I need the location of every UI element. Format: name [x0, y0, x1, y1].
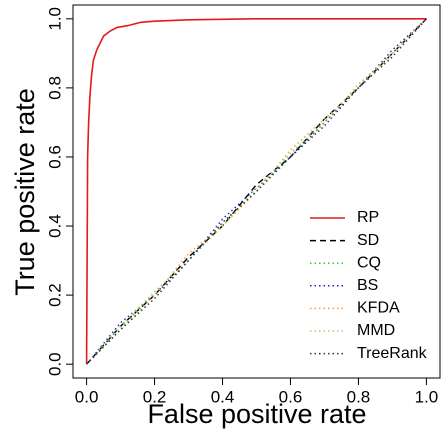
y-tick-label: 0.2	[45, 283, 64, 307]
x-tick-label: 0.8	[347, 387, 371, 406]
y-tick-label: 1.0	[45, 7, 64, 31]
legend-label: RP	[357, 209, 379, 226]
legend-label: KFDA	[357, 300, 400, 317]
roc-line	[85, 18, 427, 365]
x-tick-label: 1.0	[415, 387, 439, 406]
legend-label: TreeRank	[357, 345, 428, 362]
plot-frame	[72, 4, 441, 379]
roc-line	[86, 18, 427, 365]
roc-line	[86, 18, 427, 365]
y-tick-label: 0.4	[45, 214, 64, 238]
legend-label: MMD	[357, 322, 395, 339]
y-axis-label: True positive rate	[10, 88, 40, 296]
x-tick-label: 0.4	[211, 387, 235, 406]
y-tick-label: 0.0	[45, 352, 64, 376]
x-tick-label: 0.6	[279, 387, 303, 406]
x-tick-label: 0.2	[143, 387, 167, 406]
legend-label: BS	[357, 277, 378, 294]
legend-label: CQ	[357, 254, 381, 271]
roc-line	[86, 18, 427, 365]
y-tick-label: 0.8	[45, 76, 64, 100]
x-axis-label: False positive rate	[147, 399, 366, 429]
x-tick-label: 0.0	[75, 387, 99, 406]
y-tick-label: 0.6	[45, 145, 64, 169]
legend-label: SD	[357, 232, 379, 249]
